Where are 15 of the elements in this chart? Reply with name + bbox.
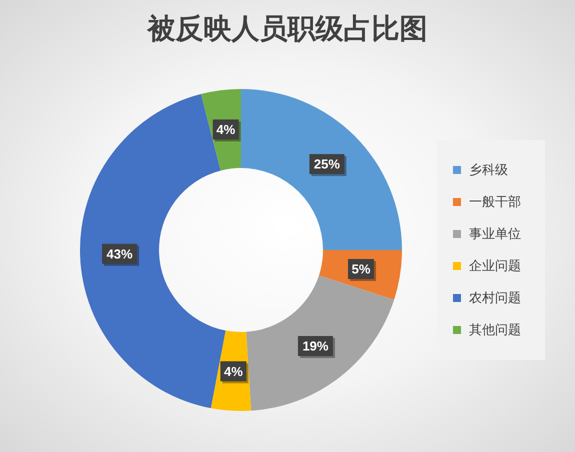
chart-title: 被反映人员职级占比图 [146,11,428,47]
donut-slice [241,89,402,250]
data-label: 43% [106,246,134,262]
data-label: 4% [224,364,244,379]
data-label: 4% [216,122,236,138]
data-label: 5% [352,262,371,277]
legend-label: 企业问题 [469,258,521,275]
data-label: 19% [302,338,329,354]
legend-label: 乡科级 [469,162,508,179]
legend-label: 一般干部 [469,194,521,211]
legend-label: 事业单位 [469,226,521,243]
legend-label: 其他问题 [469,322,521,339]
donut-slice [246,275,394,411]
legend-label: 农村问题 [469,290,521,307]
data-label: 25% [314,156,340,172]
